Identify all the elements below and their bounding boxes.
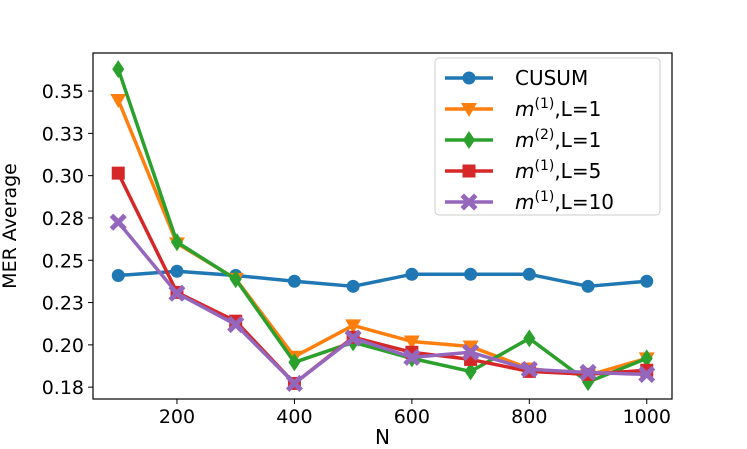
data-point xyxy=(640,274,654,288)
legend-marker xyxy=(462,71,476,85)
data-point xyxy=(288,353,301,372)
data-point xyxy=(520,360,538,378)
legend-label: CUSUM xyxy=(515,66,588,90)
data-point xyxy=(579,363,597,381)
legend-marker xyxy=(460,193,478,211)
data-point xyxy=(462,340,479,355)
series-line xyxy=(116,172,647,386)
data-point xyxy=(287,274,301,288)
series-4 xyxy=(109,213,656,392)
legend-marker xyxy=(461,103,477,117)
y-tick-label: 0.35 xyxy=(42,81,84,103)
series-0 xyxy=(111,264,654,293)
y-tick-label: 0.28 xyxy=(42,208,84,230)
data-point xyxy=(170,233,183,252)
data-point xyxy=(522,267,536,281)
y-tick-label: 0.33 xyxy=(42,123,84,145)
data-point xyxy=(111,166,125,180)
data-point xyxy=(464,267,478,281)
y-tick-label: 0.23 xyxy=(42,293,84,315)
x-tick-label: 1000 xyxy=(623,406,671,428)
plot-frame xyxy=(92,52,673,400)
legend-label: m(1),L=1 xyxy=(515,96,601,121)
data-point xyxy=(581,279,595,293)
data-point xyxy=(110,94,127,109)
data-point xyxy=(638,365,656,384)
legend-marker xyxy=(462,164,476,178)
legend-label: m(1),L=5 xyxy=(515,158,601,183)
data-point xyxy=(462,343,480,361)
data-point xyxy=(344,329,362,347)
data-point xyxy=(403,335,420,350)
data-point xyxy=(464,362,477,381)
data-point xyxy=(285,374,303,392)
x-tick-label: 800 xyxy=(511,406,547,428)
data-point xyxy=(112,60,125,79)
y-axis-label: MER Average xyxy=(0,163,21,289)
data-point xyxy=(403,348,421,366)
data-point xyxy=(523,329,536,348)
data-point xyxy=(229,270,242,289)
data-point xyxy=(345,319,362,334)
series-line xyxy=(116,221,647,386)
data-point xyxy=(170,264,184,278)
data-point xyxy=(227,316,245,334)
y-tick-label: 0.20 xyxy=(42,335,84,357)
x-tick-label: 200 xyxy=(159,406,195,428)
y-tick-label: 0.18 xyxy=(42,377,84,399)
data-point xyxy=(109,213,127,231)
data-point xyxy=(111,268,125,282)
x-axis-label: N xyxy=(375,425,390,449)
legend-box xyxy=(434,57,661,216)
legend-label: m(2),L=1 xyxy=(515,127,601,152)
y-tick-label: 0.30 xyxy=(42,166,84,188)
x-tick-label: 400 xyxy=(276,406,312,428)
legend: CUSUM m(1),L=1 m(2),L=1 m(1),L=5 m(1),L=10 xyxy=(434,57,661,216)
data-point xyxy=(346,279,360,293)
data-point xyxy=(168,284,186,302)
data-point xyxy=(405,267,419,281)
series-line xyxy=(116,68,648,384)
legend-marker xyxy=(463,131,475,149)
series-line xyxy=(118,269,647,289)
data-point xyxy=(640,349,653,368)
legend-label: m(1),L=10 xyxy=(515,189,614,214)
x-tick-label: 600 xyxy=(394,406,430,428)
y-tick-label: 0.25 xyxy=(42,250,84,272)
